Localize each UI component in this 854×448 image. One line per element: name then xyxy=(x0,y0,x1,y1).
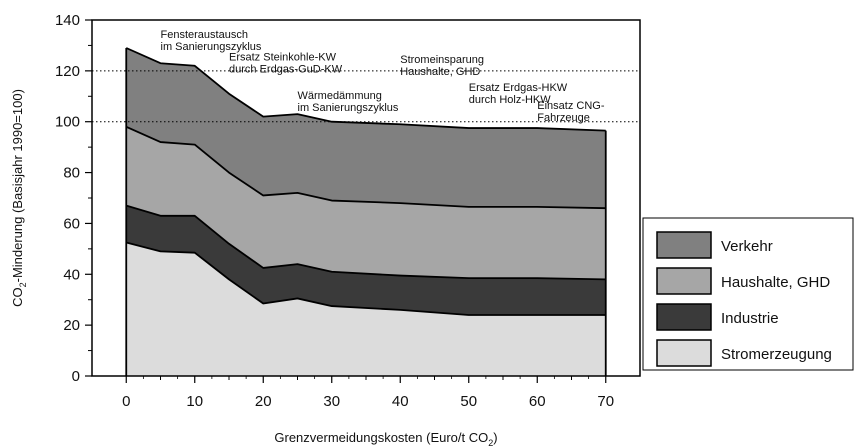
series-outlines xyxy=(125,47,607,376)
legend-swatch-verkehr xyxy=(656,231,712,259)
x-tick-label-0: 0 xyxy=(122,393,130,410)
annotation-4: Stromeinsparung Haushalte, GHD xyxy=(400,54,484,78)
annotation-line: Fahrzeuge xyxy=(537,112,590,124)
annotation-1: Fensteraustausch im Sanierungszyklus xyxy=(161,29,262,53)
line-haushalte-ghd xyxy=(125,125,606,210)
annotation-6: Einsatz CNG-Fahrzeuge xyxy=(537,100,605,124)
annotation-line: Wärmedämmung xyxy=(298,90,382,102)
annotation-line: im Sanierungszyklus xyxy=(298,102,399,114)
y-tick-label-20: 20 xyxy=(63,317,80,334)
annotation-line: durch Holz-HKW xyxy=(469,94,552,106)
line-industrie xyxy=(125,204,606,281)
x-axis-title-part: ) xyxy=(493,430,497,445)
legend: Verkehr Haushalte, GHD Industrie Stromerzeu… xyxy=(642,217,854,371)
annotation-line: Fensteraustausch xyxy=(161,29,248,41)
legend-label-industrie: Industrie xyxy=(721,310,779,327)
y-axis-title-subscript: 2 xyxy=(18,282,28,287)
y-tick-label-60: 60 xyxy=(63,215,80,232)
legend-label-stromerzeugung: Stromerzeugung xyxy=(721,346,832,363)
y-tick-label-120: 120 xyxy=(55,63,80,80)
x-tick-label-20: 20 xyxy=(255,393,272,410)
annotation-line: Haushalte, GHD xyxy=(400,66,480,78)
legend-swatch-haushalte-ghd xyxy=(656,267,712,295)
x-axis: 0 10 20 30 40 50 60 70 xyxy=(122,376,614,410)
legend-items: Verkehr Haushalte, GHD Industrie Stromerzeu… xyxy=(656,231,832,367)
y-axis-title-part: -Minderung (Basisjahr 1990=100) xyxy=(10,89,25,282)
x-tick-label-70: 70 xyxy=(597,393,614,410)
annotation-line: durch Erdgas-GuD-KW xyxy=(229,64,343,76)
legend-swatch-stromerzeugung xyxy=(656,339,712,367)
x-axis-title-subscript: 2 xyxy=(488,438,493,448)
y-axis: 0 20 40 60 80 100 120 140 xyxy=(55,12,92,385)
annotation-line: Stromeinsparung xyxy=(400,54,484,66)
y-axis-title: CO2-Minderung (Basisjahr 1990=100) xyxy=(10,89,28,307)
x-tick-label-30: 30 xyxy=(323,393,340,410)
y-tick-label-100: 100 xyxy=(55,114,80,131)
annotation-line: Ersatz Steinkohle-KW xyxy=(229,52,337,64)
line-stromerzeugung xyxy=(126,241,606,316)
annotation-5: Ersatz Erdgas-HKW durch Holz-HKW xyxy=(469,82,568,106)
area-verkehr xyxy=(126,47,606,209)
annotation-2: Ersatz Steinkohle-KW durch Erdgas-GuD-KW xyxy=(229,52,343,76)
x-tick-label-50: 50 xyxy=(460,393,477,410)
area-haushalte-ghd xyxy=(126,126,606,280)
x-tick-label-10: 10 xyxy=(186,393,203,410)
y-tick-label-40: 40 xyxy=(63,266,80,283)
x-tick-label-60: 60 xyxy=(529,393,546,410)
legend-swatch-industrie xyxy=(656,303,712,331)
gridlines xyxy=(92,70,640,123)
y-tick-label-80: 80 xyxy=(63,165,80,182)
annotation-line: im Sanierungszyklus xyxy=(161,41,262,53)
x-axis-title-part: Grenzvermeidungskosten (Euro/t CO xyxy=(274,430,488,445)
x-axis-title: Grenzvermeidungskosten (Euro/t CO2) xyxy=(274,430,497,448)
legend-label-haushalte-ghd: Haushalte, GHD xyxy=(721,274,830,291)
area-stromerzeugung xyxy=(126,242,606,376)
y-tick-label-0: 0 xyxy=(72,368,80,385)
x-tick-label-40: 40 xyxy=(392,393,409,410)
chart-areas xyxy=(126,47,606,376)
annotations: Fensteraustausch im SanierungszyklusErsat… xyxy=(161,29,605,124)
annotation-line: Ersatz Erdgas-HKW xyxy=(469,82,568,94)
annotation-line: Einsatz CNG- xyxy=(537,100,605,112)
y-axis-title-part: CO xyxy=(10,287,25,307)
annotation-3: Wärmedämmung im Sanierungszyklus xyxy=(298,90,399,114)
legend-label-verkehr: Verkehr xyxy=(721,238,773,255)
area-industrie xyxy=(126,205,606,315)
y-tick-label-140: 140 xyxy=(55,12,80,29)
line-verkehr xyxy=(125,47,606,132)
